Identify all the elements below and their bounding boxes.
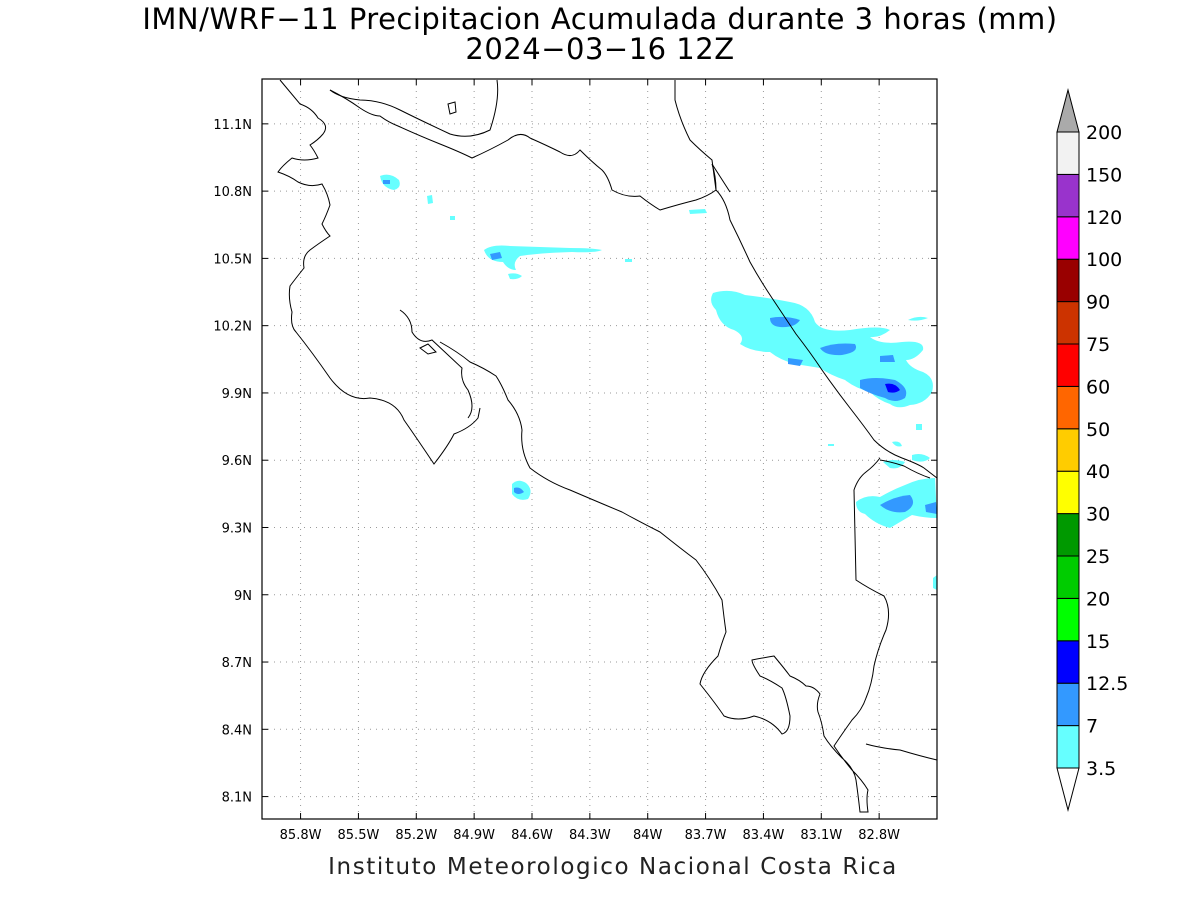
- legend-label: 7: [1086, 716, 1098, 738]
- footer-credit: Instituto Meteorologico Nacional Costa R…: [328, 854, 898, 880]
- lat-tick-label: 8.4N: [222, 723, 252, 738]
- legend-label: 20: [1086, 588, 1110, 610]
- lon-tick-label: 85.5W: [338, 828, 380, 843]
- lon-tick-label: 84.3W: [569, 828, 611, 843]
- legend-label: 120: [1086, 207, 1122, 229]
- legend-label: 12.5: [1086, 673, 1128, 695]
- legend-swatch: [1056, 428, 1080, 472]
- island-in-gulf: [419, 343, 437, 355]
- legend-label: 200: [1086, 122, 1122, 144]
- chart-title: IMN/WRF−11 Precipitacion Acumulada duran…: [142, 2, 1058, 36]
- lat-tick-label: 10.8N: [213, 185, 252, 200]
- legend-label: 40: [1086, 461, 1110, 483]
- nicaragua-border: [329, 89, 731, 211]
- lon-tick-label: 85.2W: [395, 828, 437, 843]
- caribbean-coast: [674, 80, 938, 479]
- lake-nicaragua-shore: [329, 79, 499, 137]
- lon-tick-label: 85.8W: [280, 828, 322, 843]
- lat-tick-label: 9.9N: [222, 387, 252, 402]
- legend-swatch: [1056, 470, 1080, 515]
- legend-swatch: [1056, 258, 1080, 303]
- legend-swatch: [1056, 682, 1080, 727]
- nicoya-gulf-shore: [399, 309, 473, 419]
- legend-swatch: [1056, 640, 1080, 684]
- lon-tick-label: 83.4W: [743, 828, 785, 843]
- legend-top-cap: [1056, 88, 1080, 133]
- legend-swatch: [1056, 216, 1080, 260]
- color-legend: 3.5 7 12.5 15 20 25 30 40 50 60 75 90 100 120 150 200: [1056, 88, 1128, 812]
- legend-label: 60: [1086, 376, 1110, 398]
- lon-tick-label: 83.1W: [800, 828, 842, 843]
- precip-heavy-areas: [885, 383, 900, 393]
- precipitation-fields: [380, 174, 937, 590]
- panama-border: [879, 459, 931, 479]
- nicaragua-lake-shore: [277, 79, 481, 465]
- lon-tick-label: 84W: [633, 828, 663, 843]
- chart-subtitle-datetime: 2024−03−16 12Z: [465, 32, 735, 66]
- legend-swatch: [1056, 343, 1080, 387]
- legend-label: 50: [1086, 419, 1110, 441]
- lat-tick-label: 10.5N: [213, 252, 252, 267]
- legend-label: 3.5: [1086, 758, 1116, 780]
- lat-tick-label: 9.3N: [222, 521, 252, 536]
- precip-medium-areas: [383, 180, 937, 514]
- panama-coast-south: [865, 743, 938, 761]
- legend-swatch: [1056, 555, 1080, 599]
- legend-label: 30: [1086, 504, 1110, 526]
- coastlines-and-borders: [277, 79, 938, 813]
- legend-label: 100: [1086, 249, 1122, 271]
- axis-ticks: 85.8W 85.5W 85.2W 84.9W 84.6W 84.3W 84W 83.7W 83…: [213, 79, 937, 843]
- lat-tick-label: 10.2N: [213, 320, 252, 335]
- lake-small-island: [447, 101, 457, 115]
- legend-swatch: [1056, 597, 1080, 642]
- legend-swatch: [1056, 725, 1080, 769]
- legend-label: 90: [1086, 292, 1110, 314]
- lon-tick-label: 82.8W: [858, 828, 900, 843]
- legend-swatch: [1056, 173, 1080, 218]
- legend-swatch: [1056, 513, 1080, 557]
- legend-label: 150: [1086, 164, 1122, 186]
- map-background: [262, 79, 937, 819]
- legend-swatch: [1056, 301, 1080, 345]
- lat-tick-label: 8.1N: [222, 791, 252, 806]
- legend-label: 15: [1086, 631, 1110, 653]
- legend-label: 25: [1086, 546, 1110, 568]
- lat-tick-label: 11.1N: [213, 118, 252, 133]
- legend-bottom-cap: [1056, 767, 1080, 812]
- legend-swatch: [1056, 385, 1080, 430]
- lon-tick-label: 84.6W: [511, 828, 553, 843]
- legend-swatch: [1056, 131, 1080, 175]
- map-frame: [261, 78, 938, 820]
- lon-tick-label: 83.7W: [685, 828, 727, 843]
- legend-label: 75: [1086, 334, 1110, 356]
- lat-tick-label: 8.7N: [222, 656, 252, 671]
- lat-tick-label: 9.6N: [222, 454, 252, 469]
- lon-tick-label: 84.9W: [453, 828, 495, 843]
- lat-tick-label: 9N: [234, 589, 252, 604]
- pacific-coast-central: [439, 341, 890, 813]
